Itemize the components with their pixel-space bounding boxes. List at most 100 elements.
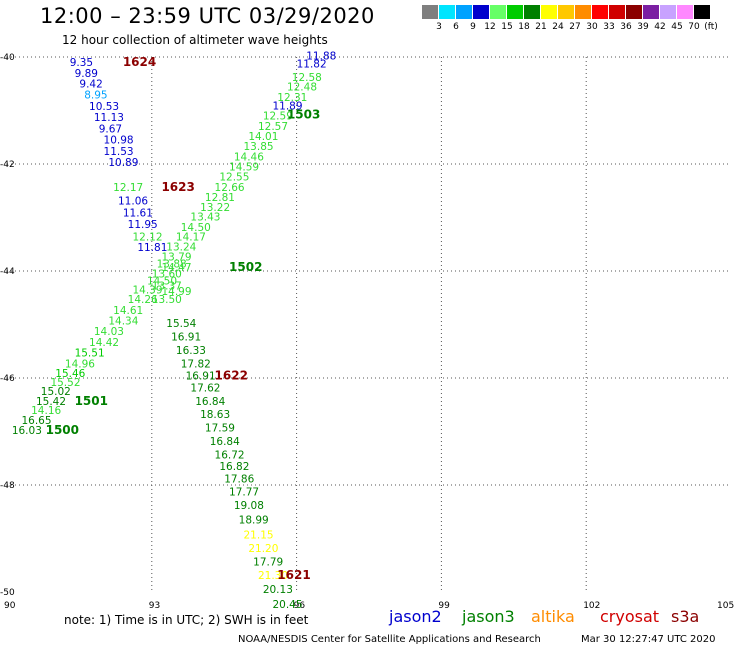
wave-height-value: 16.91 <box>186 371 216 383</box>
satellite-legend-jason2: jason2 <box>389 607 442 626</box>
scale-label: 24 <box>552 22 564 32</box>
wave-height-value: 12.66 <box>215 182 245 194</box>
scale-label: 45 <box>671 22 683 32</box>
pass-number-label: 1502 <box>229 260 262 274</box>
wave-height-value: 19.08 <box>234 500 264 512</box>
lat-tick-label: -44 <box>0 267 15 277</box>
wave-height-value: 12.48 <box>287 82 317 94</box>
wave-height-value: 14.50 <box>147 275 177 287</box>
wave-height-value: 14.99 <box>161 286 191 298</box>
wave-height-value: 16.84 <box>210 436 240 448</box>
scale-swatch <box>626 5 642 19</box>
wave-height-value: 11.95 <box>128 219 158 231</box>
scale-label: 36 <box>620 22 632 32</box>
wave-height-value: 21.30 <box>258 570 288 582</box>
wave-height-value: 17.86 <box>224 473 254 485</box>
scale-label: 33 <box>603 22 615 32</box>
scale-label: 39 <box>637 22 649 32</box>
wave-height-value: 12.57 <box>258 121 288 133</box>
wave-height-value: 11.13 <box>94 112 124 124</box>
wave-height-value: 9.35 <box>70 57 93 69</box>
wave-height-value: 16.91 <box>171 332 201 344</box>
scale-label: 15 <box>501 22 513 32</box>
wave-height-value: 11.61 <box>123 207 153 219</box>
wave-height-value: 13.22 <box>200 202 230 214</box>
lon-tick-label: 102 <box>583 601 600 611</box>
scale-label: 9 <box>470 22 476 32</box>
scale-label: 30 <box>586 22 598 32</box>
scale-label: 27 <box>569 22 581 32</box>
wave-height-value: 16.82 <box>219 461 249 473</box>
wave-height-value: 15.54 <box>166 318 196 330</box>
scale-label: 12 <box>484 22 496 32</box>
wave-height-value: 21.15 <box>244 530 274 542</box>
wave-height-value: 16.65 <box>21 415 51 427</box>
wave-height-value: 18.63 <box>200 409 230 421</box>
wave-height-value: 13.43 <box>190 212 220 224</box>
scale-label: 3 <box>436 22 442 32</box>
wave-height-value: 10.53 <box>89 101 119 113</box>
wave-height-value: 11.81 <box>137 242 167 254</box>
pass-number-label: 1500 <box>46 423 79 437</box>
wave-height-value: 20.13 <box>263 584 293 596</box>
wave-height-value: 10.89 <box>108 157 138 169</box>
wave-height-value: 15.42 <box>36 396 66 408</box>
wave-height-value: 15.46 <box>55 368 85 380</box>
wave-height-value: 20.45 <box>272 599 302 611</box>
map-subtitle: 12 hour collection of altimeter wave hei… <box>62 33 328 47</box>
pass-number-label: 1622 <box>215 369 248 383</box>
wave-height-value: 14.03 <box>94 326 124 338</box>
satellite-legend-s3a: s3a <box>671 607 700 626</box>
scale-unit: (ft) <box>704 22 718 32</box>
scale-label: 42 <box>654 22 666 32</box>
map-title: 12:00 – 23:59 UTC 03/29/2020 <box>40 4 375 28</box>
scale-swatch <box>643 5 659 19</box>
wave-height-value: 11.89 <box>272 100 302 112</box>
scale-swatch <box>507 5 523 19</box>
wave-height-value: 9.67 <box>99 123 122 135</box>
scale-label: 21 <box>535 22 547 32</box>
lon-tick-label: 93 <box>149 601 160 611</box>
wave-height-value: 11.88 <box>306 51 336 63</box>
wave-height-value: 13.79 <box>161 251 191 263</box>
scale-swatch <box>524 5 540 19</box>
lon-tick-label: 96 <box>294 601 306 611</box>
wave-height-value: 9.89 <box>75 68 98 80</box>
wave-height-value: 13.60 <box>152 268 182 280</box>
scale-label: 6 <box>453 22 459 32</box>
wave-height-value: 14.96 <box>65 358 95 370</box>
lon-tick-label: 90 <box>4 601 16 611</box>
lat-tick-label: -50 <box>0 588 15 598</box>
wave-height-value: 8.95 <box>84 90 107 102</box>
pass-number-label: 1621 <box>277 568 310 582</box>
wave-height-value: 14.01 <box>248 131 278 143</box>
wave-height-value: 13.37 <box>152 281 182 293</box>
scale-label: 18 <box>518 22 530 32</box>
wave-height-value: 14.42 <box>89 337 119 349</box>
wave-height-value: 16.84 <box>195 396 225 408</box>
scale-swatch <box>592 5 608 19</box>
wave-height-value: 12.81 <box>205 192 235 204</box>
wave-height-value: 14.61 <box>113 305 143 317</box>
pass-number-label: 1623 <box>161 180 194 194</box>
lat-tick-label: -42 <box>0 160 15 170</box>
lat-tick-label: -46 <box>0 374 15 384</box>
scale-swatch <box>473 5 489 19</box>
wave-height-value: 14.47 <box>161 262 191 274</box>
wave-height-value: 16.33 <box>176 345 206 357</box>
satellite-legend-cryosat: cryosat <box>600 607 660 626</box>
wave-height-value: 11.53 <box>104 146 134 158</box>
wave-height-value: 14.46 <box>234 151 264 163</box>
scale-swatch <box>660 5 676 19</box>
wave-height-value: 17.77 <box>229 487 259 499</box>
satellite-legend-altika: altika <box>531 607 575 626</box>
wave-height-value: 14.39 <box>132 284 162 296</box>
wave-height-value: 14.17 <box>176 232 206 244</box>
wave-height-value: 13.24 <box>166 242 196 254</box>
wave-height-value: 17.59 <box>205 423 235 435</box>
scale-swatch <box>677 5 693 19</box>
wave-height-value: 9.42 <box>79 78 102 90</box>
pass-number-label: 1501 <box>75 394 108 408</box>
wave-height-value: 17.82 <box>181 358 211 370</box>
